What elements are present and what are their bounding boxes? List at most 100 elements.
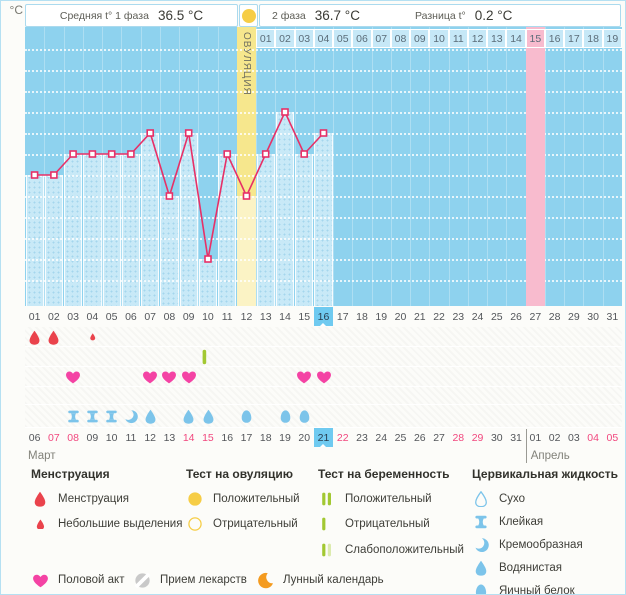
cycle-day-cell[interactable]: 11 (221, 310, 233, 323)
sex-heart-symbol[interactable] (181, 369, 197, 385)
cycle-day-cell[interactable]: 06 (125, 310, 137, 323)
cycle-day-cell[interactable]: 07 (144, 310, 157, 323)
legend-item-label: Положительный (345, 492, 432, 505)
calendar-date-cell[interactable]: 21 (313, 428, 334, 447)
legend-group-cervical-fluid: Цервикальная жидкость Сухо Клейкая Кремо… (472, 467, 618, 594)
cf-egg-symbol[interactable] (297, 409, 312, 424)
cf-sticky-symbol[interactable] (104, 409, 119, 424)
calendar-date-cell[interactable]: 27 (433, 431, 445, 444)
calendar-date-cell[interactable]: 01 (529, 431, 542, 444)
gridline (25, 49, 622, 51)
calendar-date-cell[interactable]: 09 (86, 431, 99, 444)
cycle-day-cell[interactable]: 10 (202, 310, 214, 323)
cycle-day-cell[interactable]: 31 (606, 310, 619, 323)
calendar-date-cell[interactable]: 15 (202, 431, 214, 444)
row-cerv (25, 405, 622, 428)
legend-item-intercourse: Половой акт (31, 571, 124, 589)
cf-watery-symbol[interactable] (181, 409, 196, 424)
sex-heart-symbol[interactable] (142, 369, 158, 385)
calendar-date-cell[interactable]: 20 (298, 431, 311, 444)
mens-drop-small-symbol[interactable] (87, 332, 98, 343)
cf-watery-symbol[interactable] (143, 409, 158, 424)
cycle-day-cell[interactable]: 24 (471, 310, 484, 323)
gridline (25, 112, 622, 114)
calendar-date-cell[interactable]: 03 (568, 431, 580, 444)
cycle-day-cell[interactable]: 08 (163, 310, 176, 323)
cycle-day-cell[interactable]: 01 (28, 310, 41, 323)
cycle-day-cell[interactable]: 22 (433, 310, 445, 323)
unit-label: °C (9, 3, 23, 17)
calendar-date-cell[interactable]: 04 (587, 431, 599, 444)
calendar-date-cell[interactable]: 31 (510, 431, 522, 444)
cf-egg-symbol[interactable] (239, 409, 254, 424)
calendar-date-cell[interactable]: 07 (48, 431, 60, 444)
calendar-date-cell[interactable]: 25 (394, 431, 407, 444)
calendar-date-cell[interactable]: 30 (490, 431, 503, 444)
cf-sticky-symbol[interactable] (66, 409, 81, 424)
cycle-day-cell[interactable]: 12 (240, 310, 253, 323)
temperature-fill-column (218, 154, 237, 306)
calendar-date-cell[interactable]: 06 (28, 431, 41, 444)
cycle-day-cell[interactable]: 13 (259, 310, 272, 323)
cycle-day-cell[interactable]: 28 (548, 310, 561, 323)
calendar-date-cell[interactable]: 13 (163, 431, 176, 444)
calendar-date-cell[interactable]: 11 (125, 431, 137, 444)
cycle-day-cell[interactable]: 26 (510, 310, 522, 323)
calendar-date-cell[interactable]: 05 (606, 431, 619, 444)
cycle-day-cell[interactable]: 09 (182, 310, 195, 323)
cf-sticky-symbol[interactable] (85, 409, 100, 424)
sex-heart-symbol[interactable] (161, 369, 177, 385)
gridline (25, 196, 622, 198)
cycle-day-cell[interactable]: 15 (298, 310, 311, 323)
calendar-date-cell[interactable]: 22 (336, 431, 349, 444)
cf-egg-symbol[interactable] (278, 409, 293, 424)
column-separator (390, 27, 392, 306)
preg-neg-symbol[interactable] (199, 348, 217, 366)
calendar-date-cell[interactable]: 18 (259, 431, 272, 444)
mens-drop-symbol[interactable] (27, 330, 42, 345)
cycle-day-cell[interactable]: 23 (452, 310, 465, 323)
cycle-day-cell[interactable]: 18 (356, 310, 368, 323)
calendar-date-cell[interactable]: 26 (413, 431, 426, 444)
column-separator (429, 27, 431, 306)
cf-creamy-symbol[interactable] (123, 409, 139, 424)
calendar-date-cell[interactable]: 14 (182, 431, 195, 444)
cycle-day-cell[interactable]: 30 (587, 310, 599, 323)
calendar-date-cell[interactable]: 16 (221, 431, 234, 444)
calendar-date-cell[interactable]: 23 (356, 431, 368, 444)
cycle-day-cell[interactable]: 27 (529, 310, 542, 323)
cycle-day-cell[interactable]: 17 (336, 310, 349, 323)
temperature-fill-column (275, 112, 295, 306)
cycle-day-cell[interactable]: 04 (86, 310, 99, 323)
calendar-date-cell[interactable]: 08 (67, 431, 79, 444)
calendar-date-cell[interactable]: 19 (279, 431, 291, 444)
cycle-day-cell[interactable]: 14 (279, 310, 291, 323)
sex-heart-symbol[interactable] (65, 369, 81, 385)
cycle-day-cell[interactable]: 02 (48, 310, 60, 323)
cf-watery-symbol[interactable] (201, 409, 216, 424)
calendar-date-cell[interactable]: 12 (144, 431, 157, 444)
sex-heart-symbol[interactable] (296, 369, 312, 385)
cycle-day-cell[interactable]: 29 (568, 310, 580, 323)
cycle-day-cell[interactable]: 20 (394, 310, 407, 323)
sex-heart-symbol[interactable] (316, 369, 332, 385)
calendar-date-cell[interactable]: 24 (375, 431, 388, 444)
cycle-day-cell[interactable]: 19 (375, 310, 388, 323)
calendar-date-cell[interactable]: 17 (240, 431, 253, 444)
cycle-day-cell[interactable]: 16 (313, 307, 334, 326)
cycle-day-cell[interactable]: 21 (413, 310, 426, 323)
cycle-day-cell[interactable]: 05 (105, 310, 118, 323)
calendar-date-cell[interactable]: 29 (471, 431, 484, 444)
cycle-day-cell[interactable]: 03 (67, 310, 79, 323)
post-ovulation-day-cell: 07 (371, 29, 391, 48)
post-ovulation-day-cell: 03 (294, 29, 314, 48)
post-ovulation-day-cell: 09 (410, 29, 430, 48)
cycle-day-cell[interactable]: 25 (490, 310, 503, 323)
gridline (25, 70, 622, 72)
calendar-date-cell[interactable]: 10 (105, 431, 118, 444)
calendar-date-cell[interactable]: 02 (548, 431, 561, 444)
calendar-date-cell[interactable]: 28 (452, 431, 465, 444)
mens-drop-symbol[interactable] (46, 330, 61, 345)
ovulation-positive-icon (241, 8, 256, 23)
temperature-fill-column (44, 175, 63, 306)
